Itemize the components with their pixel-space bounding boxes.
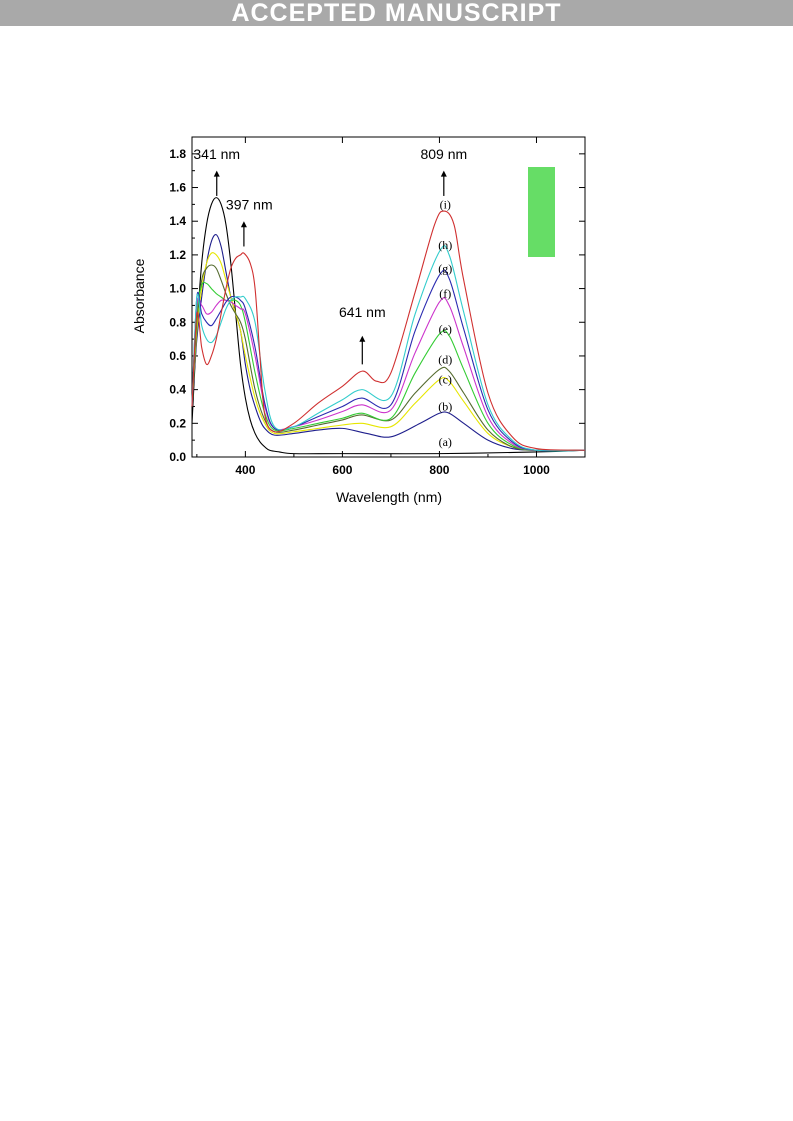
y-tick-label: 1.0 <box>169 282 186 296</box>
accepted-manuscript-banner: ACCEPTED MANUSCRIPT <box>0 0 793 26</box>
series-label-d: (d) <box>438 352 452 366</box>
plot-area: 400 600 800 1000 0.0 0.2 0.4 0.6 0.8 1.0 1.2 1.4 1.6… <box>169 136 586 477</box>
y-tick-label: 0.6 <box>169 349 186 363</box>
y-tick-label: 1.4 <box>169 214 186 228</box>
annotation-label: 341 nm <box>193 146 240 162</box>
series-label-i: (i) <box>440 197 451 211</box>
series-line-i <box>191 210 586 451</box>
series-line-b <box>191 233 586 451</box>
annotation-label: 641 nm <box>339 304 386 320</box>
x-tick-label: 400 <box>235 463 255 477</box>
series-label-g: (g) <box>438 261 452 275</box>
annotation-arrowhead <box>240 221 247 228</box>
y-tick-label: 1.6 <box>169 181 186 195</box>
annotation-label: 809 nm <box>420 146 467 162</box>
series-line-g <box>191 269 586 452</box>
series-label-a: (a) <box>439 435 452 449</box>
series-line-a <box>191 197 586 455</box>
y-axis-title: Absorbance <box>131 258 147 333</box>
annotation-arrowhead <box>440 170 447 177</box>
annotation-arrowhead <box>213 170 220 177</box>
plot-frame <box>191 136 586 458</box>
x-tick-label: 800 <box>429 463 449 477</box>
y-tick-label: 1.2 <box>169 248 186 262</box>
banner-text: ACCEPTED MANUSCRIPT <box>231 0 562 27</box>
series-label-f: (f) <box>439 287 451 301</box>
inset-green-swatch <box>528 167 555 257</box>
annotation-label: 397 nm <box>226 196 273 212</box>
y-tick-label: 0.0 <box>169 450 186 464</box>
x-tick-label: 600 <box>332 463 352 477</box>
x-tick-label: 1000 <box>523 463 550 477</box>
series-line-c <box>191 252 586 452</box>
y-tick-label: 1.8 <box>169 147 186 161</box>
series-label-b: (b) <box>438 399 452 413</box>
y-tick-label: 0.8 <box>169 315 186 329</box>
annotation-arrowhead <box>359 335 366 342</box>
series-line-e <box>191 281 586 452</box>
series-label-c: (c) <box>439 373 452 387</box>
series-label-e: (e) <box>439 322 452 336</box>
series-label-h: (h) <box>438 238 452 252</box>
series-line-h <box>191 245 586 452</box>
y-tick-label: 0.4 <box>169 383 186 397</box>
x-axis-title: Wavelength (nm) <box>336 489 442 505</box>
y-tick-label: 0.2 <box>169 416 186 430</box>
